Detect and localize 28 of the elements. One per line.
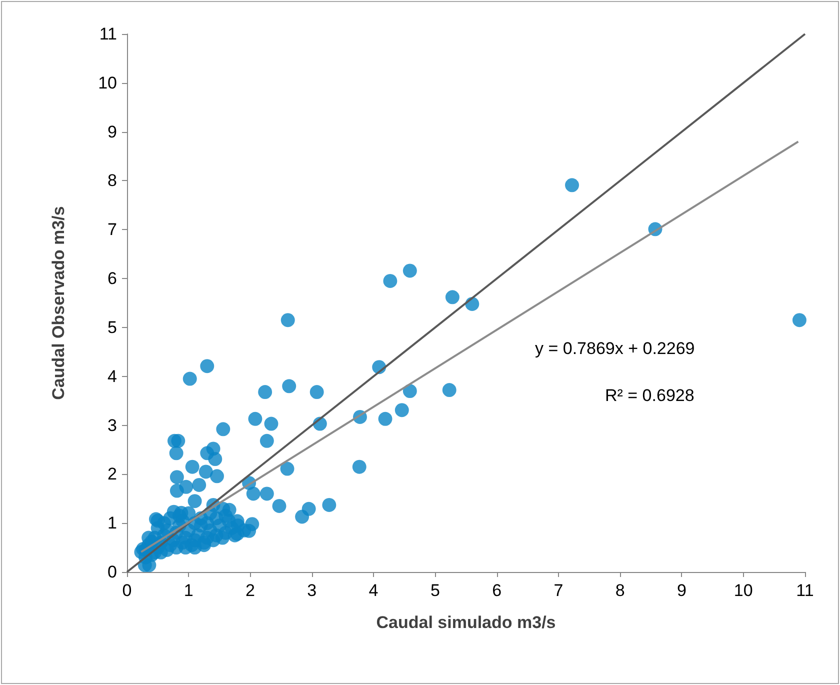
y-tick-label: 6 <box>108 269 117 288</box>
x-tick-label: 2 <box>246 581 256 600</box>
x-axis-title: Caudal simulado m3/s <box>376 613 556 632</box>
x-tick-label: 7 <box>554 581 564 600</box>
x-tick-label: 6 <box>492 581 502 600</box>
x-tick-label: 9 <box>676 581 686 600</box>
annotation: R² = 0.6928 <box>605 386 694 405</box>
y-tick-label: 9 <box>108 122 117 142</box>
x-tick-label: 10 <box>734 581 753 600</box>
x-tick-label: 1 <box>184 581 194 600</box>
annotation: y = 0.7869x + 0.2269 <box>535 339 695 358</box>
y-tick-label: 11 <box>99 24 117 44</box>
y-tick-label: 1 <box>108 514 117 533</box>
x-tick-label: 11 <box>796 581 814 600</box>
y-tick-label: 10 <box>98 73 117 92</box>
y-axis-title: Caudal Observado m3/s <box>49 206 68 400</box>
y-tick-label: 8 <box>108 171 117 190</box>
y-tick-label: 7 <box>108 220 117 240</box>
x-tick-label: 5 <box>430 581 440 600</box>
y-tick-label: 5 <box>108 318 117 337</box>
x-tick-label: 4 <box>368 581 378 600</box>
y-tick-label: 4 <box>108 366 117 386</box>
x-tick-label: 3 <box>307 581 317 600</box>
x-tick-label: 0 <box>122 581 132 600</box>
y-tick-label: 2 <box>108 464 117 484</box>
y-tick-label: 0 <box>108 562 117 582</box>
y-tick-label: 3 <box>108 416 117 435</box>
x-tick-label: 8 <box>615 581 625 600</box>
